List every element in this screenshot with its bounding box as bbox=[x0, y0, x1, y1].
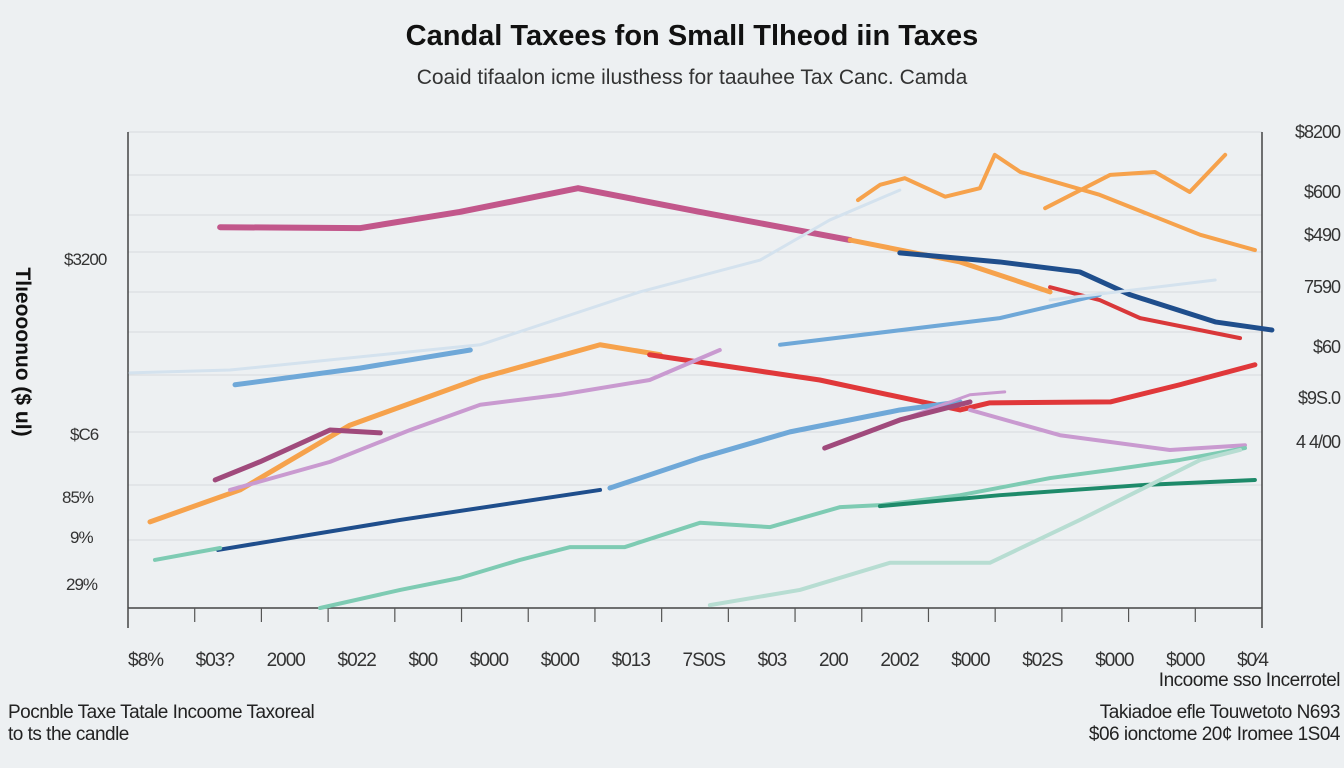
x-tick-label: $8% bbox=[128, 650, 164, 671]
series-line bbox=[897, 250, 1275, 333]
right-tick-label: $8200 bbox=[1294, 122, 1341, 142]
left-tick-label: 9% bbox=[70, 528, 94, 547]
series-line bbox=[232, 347, 473, 388]
series-line bbox=[212, 427, 383, 483]
footnote-left: Pocnble Taxe Tatale Incoome Taxoreal to … bbox=[8, 702, 315, 746]
x-tick-label: $000 bbox=[951, 650, 990, 671]
series-line bbox=[1043, 152, 1228, 211]
chart-subtitle: Coaid tifaalon icme ilusthess for taauhe… bbox=[416, 66, 968, 89]
series-line bbox=[147, 342, 663, 525]
footnote-left-line: to ts the candle bbox=[8, 724, 129, 745]
x-tick-label: $03 bbox=[757, 650, 788, 671]
series-line bbox=[1048, 278, 1217, 302]
x-tick-label: 200 bbox=[819, 650, 849, 671]
series-line bbox=[152, 546, 223, 562]
right-tick-label: $9S.0 bbox=[1297, 388, 1341, 408]
series-line bbox=[778, 292, 1102, 347]
x-tick-label: $013 bbox=[611, 650, 651, 671]
footnote-right: Takiadoe efle Touwetoto N693 $06 ionctom… bbox=[1088, 702, 1341, 746]
left-tick-label: 85% bbox=[62, 488, 94, 507]
series-line bbox=[318, 446, 1247, 610]
x-tick-label: $000 bbox=[1095, 650, 1134, 671]
x-tick-label: $02S bbox=[1022, 650, 1063, 671]
right-tick-label: 7590 bbox=[1303, 277, 1341, 297]
series-line bbox=[607, 399, 963, 491]
series-line bbox=[216, 487, 603, 552]
x-tick-label: $000 bbox=[540, 650, 580, 671]
x-tick-label: $0⁄4 bbox=[1237, 650, 1269, 671]
series-line bbox=[128, 188, 902, 375]
x-tick-label: $022 bbox=[337, 650, 377, 671]
series-line bbox=[877, 477, 1257, 509]
right-tick-label: $600 bbox=[1303, 182, 1341, 202]
series-line bbox=[967, 407, 1247, 452]
series-line bbox=[822, 399, 973, 451]
series-line bbox=[847, 237, 1053, 295]
footnote-right-line: $06 ionctome 20¢ Iromee 1S04 bbox=[1088, 724, 1341, 745]
x-tick-label: 7S0S bbox=[682, 650, 726, 671]
axis-note: Incoome sso Incerrotel bbox=[1158, 670, 1341, 691]
series-line bbox=[217, 185, 854, 244]
right-tick-label: $60 bbox=[1312, 337, 1341, 357]
right-tick-label: $490 bbox=[1303, 225, 1341, 245]
footnote-right-line: Takiadoe efle Touwetoto N693 bbox=[1099, 702, 1341, 723]
series-line bbox=[228, 348, 722, 492]
left-tick-label: $C6 bbox=[70, 425, 99, 444]
x-tick-label: $00 bbox=[408, 650, 438, 671]
left-tick-label: $3200 bbox=[64, 250, 107, 269]
x-tick-label: 2002 bbox=[880, 650, 919, 671]
left-tick-label: 29% bbox=[66, 575, 98, 594]
series-line bbox=[647, 352, 1258, 413]
x-tick-label: $000 bbox=[1166, 650, 1205, 671]
x-tick-label: $000 bbox=[469, 650, 509, 671]
series-line bbox=[1048, 285, 1243, 341]
series-line bbox=[856, 152, 1257, 253]
right-tick-label: 4 4/00 bbox=[1295, 432, 1341, 452]
series-line bbox=[707, 447, 1243, 608]
x-tick-label: $03? bbox=[195, 650, 235, 671]
x-tick-label: 2000 bbox=[266, 650, 306, 671]
chart-title: Candal Taxees fon Small Tlheod iin Taxes bbox=[405, 20, 979, 52]
x-axis-tick-labels: $8% $03? 2000 $022 $00 $000 $000 $013 7S0S $03 200… bbox=[128, 650, 1269, 672]
footnote-left-line: Pocnble Taxe Tatale Incoome Taxoreal bbox=[8, 702, 315, 723]
